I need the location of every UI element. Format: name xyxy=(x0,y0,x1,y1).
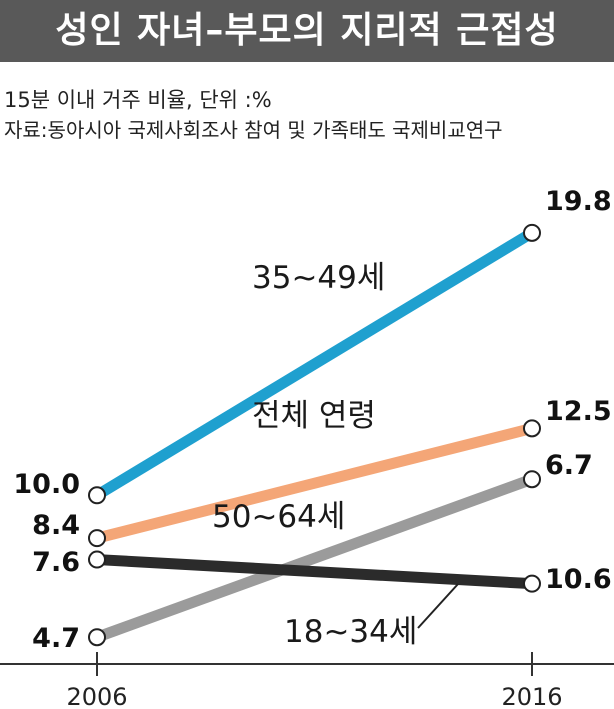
data-point-35-49-2006 xyxy=(88,486,106,505)
series-line-50-64 xyxy=(96,554,533,590)
chart-source: 자료:동아시아 국제사회조사 참여 및 가족태도 국제비교연구 xyxy=(4,118,503,142)
x-tick-label: 2006 xyxy=(66,683,127,709)
x-tick-label: 2016 xyxy=(501,683,562,709)
series-line-35-49 xyxy=(94,228,535,500)
series-label-35-49: 35~49세 xyxy=(252,260,385,296)
data-point-all-ages-2006 xyxy=(88,529,106,548)
value-label-2006-50-64: 7.6 xyxy=(32,547,80,578)
series-label-50-64: 50~64세 xyxy=(212,499,345,535)
value-label-2016-18-34: 6.7 xyxy=(545,450,593,481)
data-point-all-ages-2016 xyxy=(523,419,541,438)
data-point-18-34-2006 xyxy=(88,628,106,647)
series-label-18-34: 18~34세 xyxy=(284,614,417,650)
chart-title: 성인 자녀–부모의 지리적 근접성 xyxy=(55,10,559,51)
series-lines xyxy=(94,228,535,643)
value-label-2006-35-49: 10.0 xyxy=(13,469,80,500)
value-label-2006-18-34: 4.7 xyxy=(32,623,80,654)
value-label-2016-50-64: 10.6 xyxy=(545,564,612,595)
series-markers xyxy=(88,223,541,647)
series-line-18-34 xyxy=(95,474,534,643)
series-label-all-ages: 전체 연령 xyxy=(252,398,376,434)
title-bar xyxy=(0,0,614,62)
data-point-35-49-2016 xyxy=(523,223,541,242)
value-label-2016-all-ages: 12.5 xyxy=(545,396,612,427)
data-point-50-64-2016 xyxy=(523,574,541,593)
value-label-2016-35-49: 19.8 xyxy=(545,186,612,217)
data-point-18-34-2016 xyxy=(523,470,541,489)
series-line-all-ages xyxy=(95,423,534,544)
data-point-50-64-2006 xyxy=(88,550,106,569)
chart-subtitle: 15분 이내 거주 비율, 단위 :% xyxy=(4,88,272,112)
series-label-leader-18-34 xyxy=(417,583,459,629)
value-label-2006-all-ages: 8.4 xyxy=(32,510,80,541)
